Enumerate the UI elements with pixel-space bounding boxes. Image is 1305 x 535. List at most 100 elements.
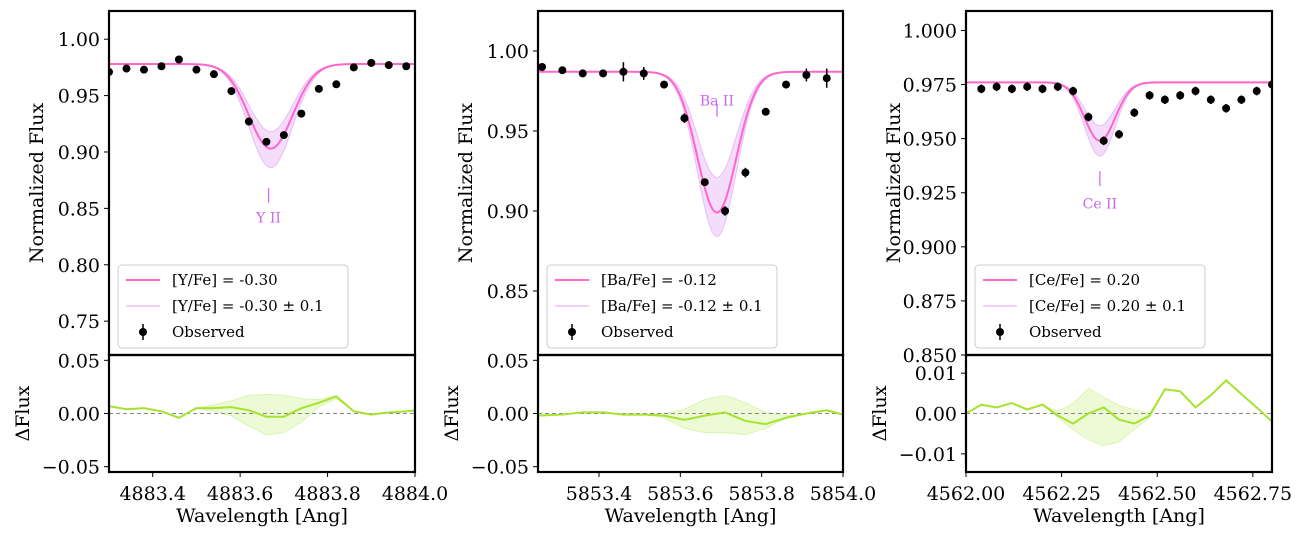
line-marker-label: Ba II — [700, 94, 734, 110]
legend: [Ce/Fe] = 0.20 [Ce/Fe] = 0.20 ± 0.1 Observ… — [974, 264, 1206, 349]
panel-2: Ba II [Ba/Fe] = -0.12 [Ba/Fe] = -0.12 ± 0.… — [441, 9, 876, 527]
x-tick-label: 5854.0 — [810, 483, 876, 505]
model-uncertainty-band — [966, 81, 1272, 157]
resid-y-tick-label: −0.05 — [471, 457, 529, 479]
model-line — [538, 70, 843, 214]
x-tick-label: 4562.00 — [927, 483, 1006, 505]
observed-point — [279, 131, 288, 140]
x-tick-label: 4562.50 — [1118, 483, 1197, 505]
legend-observed-label: Observed — [601, 323, 674, 341]
observed-point — [139, 65, 148, 74]
y-tick-label: 0.950 — [903, 129, 957, 151]
observed-point — [1130, 108, 1139, 117]
x-tick-label: 5853.6 — [647, 483, 713, 505]
observed-point — [1145, 91, 1154, 100]
observed-point — [1237, 95, 1246, 104]
line-marker-label: Y II — [255, 210, 281, 226]
observed-point — [1115, 130, 1123, 139]
observed-point — [992, 82, 1001, 91]
resid-y-tick-label: 0.05 — [58, 350, 100, 372]
y-axis-label: Normalized Flux — [883, 103, 905, 264]
residual-line — [966, 379, 1272, 425]
observed-point — [1007, 84, 1016, 93]
observed-point — [1053, 82, 1062, 91]
legend-frame — [117, 264, 349, 349]
y-tick-label: 0.85 — [487, 281, 529, 303]
y-tick-label: 0.95 — [58, 86, 100, 108]
x-tick-label: 4562.75 — [1214, 483, 1293, 505]
observed-point — [1099, 136, 1108, 145]
observed-point — [227, 87, 236, 96]
residual-axes-frame — [964, 353, 1274, 474]
observed-point — [680, 114, 689, 123]
legend-model-label: [Y/Fe] = -0.30 — [172, 271, 278, 289]
y-tick-label: 0.80 — [58, 255, 100, 277]
observed-point — [314, 84, 323, 93]
observed-point — [1084, 113, 1093, 122]
resid-y-tick-label: 0.05 — [487, 350, 529, 372]
y-tick-label: 0.85 — [58, 198, 100, 220]
resid-y-tick-label: 0.00 — [58, 404, 100, 426]
y-tick-label: 0.900 — [903, 237, 957, 259]
observed-point — [1222, 104, 1231, 113]
legend-observed-swatch — [568, 328, 576, 336]
observed-point — [157, 62, 166, 71]
model-uncertainty-band — [109, 63, 415, 169]
y-tick-label: 0.95 — [487, 121, 529, 143]
observed-point — [332, 80, 341, 89]
observed-point — [538, 63, 547, 71]
resid-y-tick-label: −0.01 — [899, 444, 957, 466]
observed-point — [700, 178, 709, 187]
x-axis-label: Wavelength [Ang] — [176, 505, 348, 527]
legend-model-label: [Ce/Fe] = 0.20 — [1029, 271, 1140, 289]
y-tick-label: 0.90 — [58, 142, 100, 164]
x-axis-label: Wavelength [Ang] — [605, 505, 777, 527]
observed-point — [977, 84, 986, 93]
y-tick-label: 0.90 — [487, 201, 529, 223]
observed-point — [367, 58, 376, 67]
y-tick-label: 0.875 — [903, 291, 957, 313]
observed-point — [384, 61, 393, 70]
residual-plot-area — [109, 393, 415, 436]
observed-point — [558, 66, 567, 75]
observed-point — [782, 80, 791, 89]
model-line — [966, 81, 1272, 142]
observed-point — [122, 64, 131, 73]
y-tick-label: 1.00 — [58, 29, 100, 51]
observed-point — [721, 207, 730, 215]
observed-point — [1069, 87, 1078, 96]
observed-point — [1160, 95, 1169, 104]
observed-point — [741, 168, 750, 177]
legend: [Y/Fe] = -0.30 [Y/Fe] = -0.30 ± 0.1 Observ… — [117, 264, 349, 349]
observed-point — [619, 67, 628, 76]
residual-line — [109, 395, 415, 419]
resid-y-tick-label: 0.00 — [487, 404, 529, 426]
residual-line — [538, 409, 843, 426]
x-tick-label: 4562.25 — [1022, 483, 1101, 505]
x-tick-label: 4883.8 — [294, 483, 360, 505]
legend-frame — [974, 264, 1206, 349]
x-tick-label: 5853.4 — [566, 483, 632, 505]
resid-y-tick-label: −0.05 — [42, 457, 100, 479]
legend-observed-swatch — [139, 328, 147, 336]
observed-point — [1191, 87, 1200, 96]
residual-plot-area — [966, 379, 1272, 447]
residual-plot-area — [538, 394, 843, 436]
legend-band-label: [Ba/Fe] = -0.12 ± 0.1 — [601, 297, 763, 315]
legend: [Ba/Fe] = -0.12 [Ba/Fe] = -0.12 ± 0.1 Obse… — [546, 264, 778, 349]
residual-axes-frame — [107, 353, 417, 474]
observed-point — [1206, 95, 1215, 104]
observed-point — [802, 71, 811, 79]
x-tick-label: 5853.8 — [728, 483, 794, 505]
observed-point — [599, 69, 608, 78]
main-plot-area — [109, 55, 415, 169]
observed-point — [761, 107, 770, 116]
observed-point — [349, 63, 358, 72]
line-marker-label: Ce II — [1083, 197, 1118, 213]
x-tick-label: 4883.4 — [119, 483, 185, 505]
observed-point — [578, 69, 587, 78]
x-tick-label: 4884.0 — [382, 483, 448, 505]
residual-axes-frame — [536, 353, 845, 474]
y-axis-label: Normalized Flux — [26, 103, 48, 264]
